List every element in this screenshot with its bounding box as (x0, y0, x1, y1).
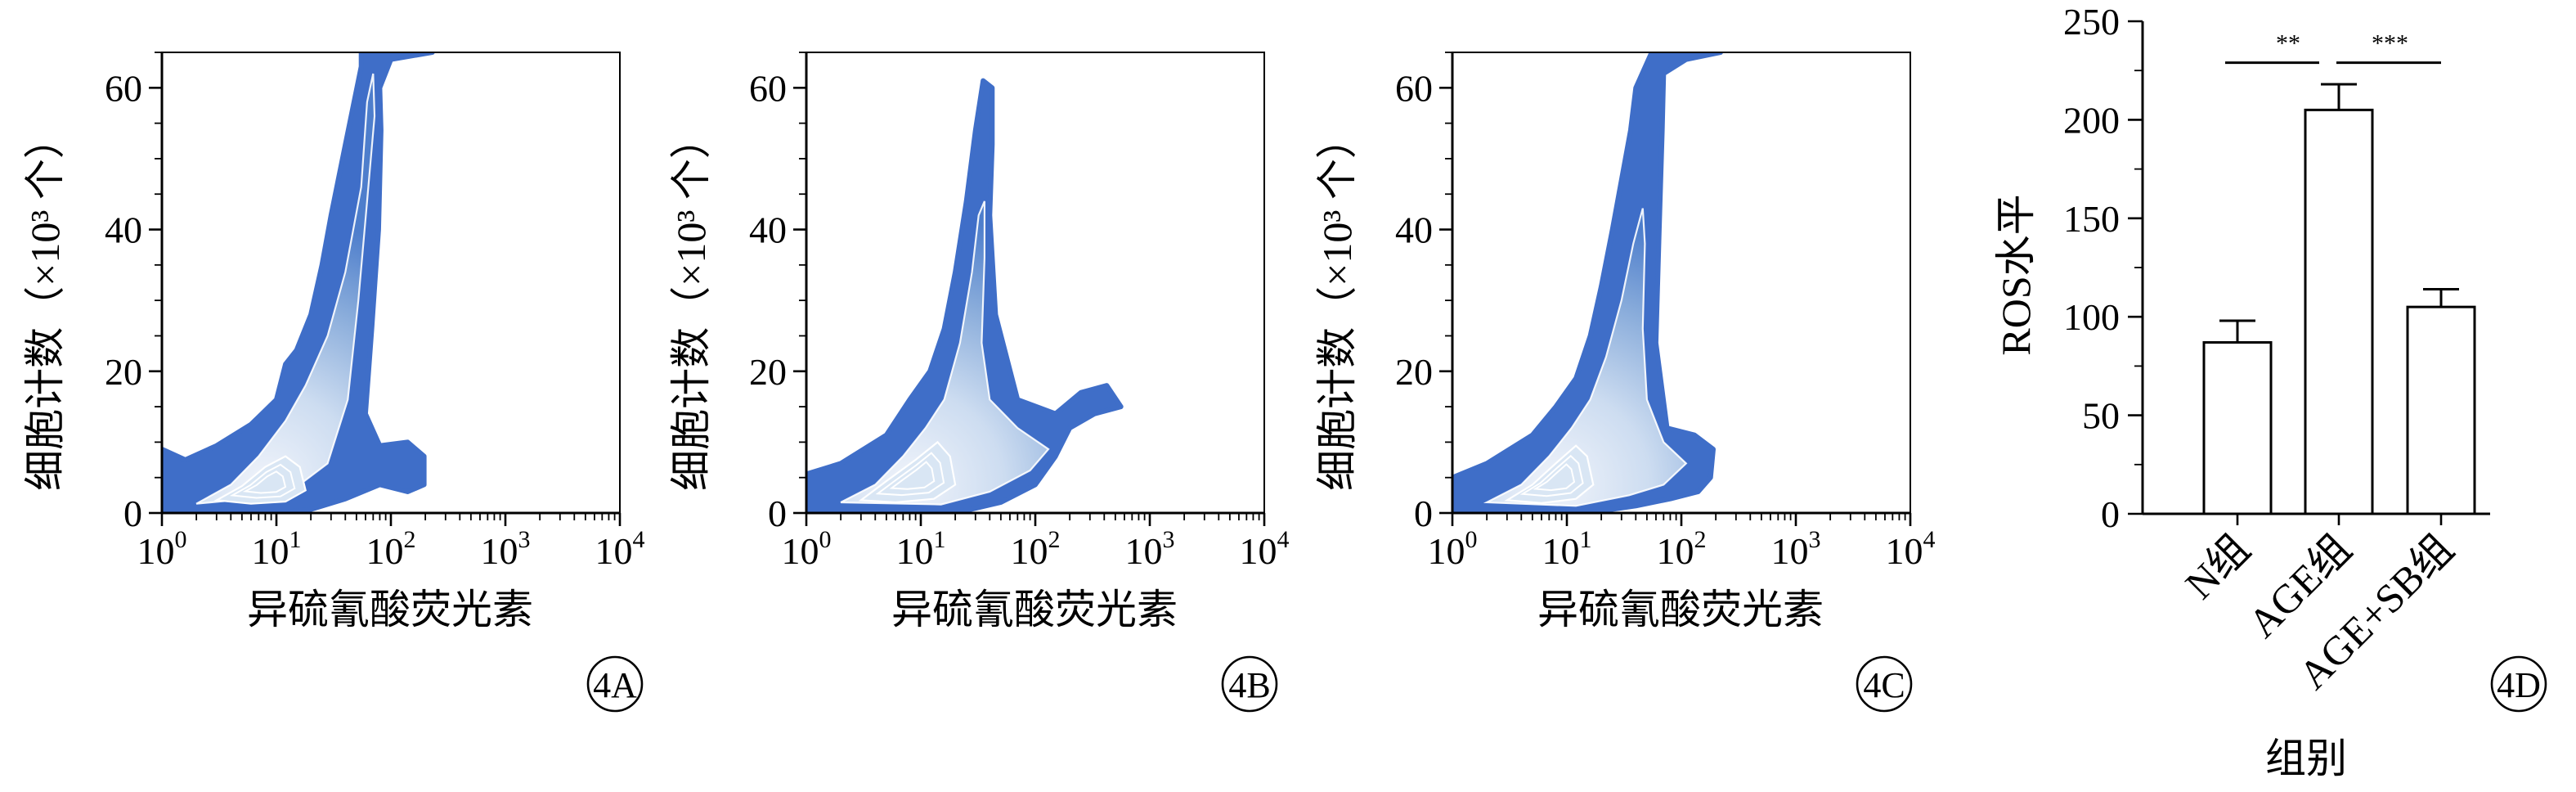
panel-badge: 4A (586, 655, 644, 713)
density-contour-ring (875, 452, 945, 497)
y-tick-label: 100 (2063, 296, 2120, 338)
density-outer-region (1452, 52, 1723, 513)
y-axis: 0 20 40 60 (105, 52, 164, 534)
y-axis-label: 细胞计数（×10³ 个） (22, 118, 68, 491)
badge-circle (1221, 655, 1278, 713)
density-contour-ring (1533, 463, 1576, 492)
density-plot (161, 52, 621, 514)
density-contour-ring (242, 470, 287, 494)
x-tick-label: 101 (896, 526, 946, 572)
x-tick-label: 103 (1125, 526, 1175, 572)
density-plot (806, 52, 1265, 514)
x-axis-label: 异硫氰酸荧光素 (1537, 587, 1824, 632)
badge-circle (586, 655, 644, 713)
panel-4c: 100 101 102 103 104 0 20 40 60 异硫氰酸荧光素 细胞计数（×10… (1314, 52, 1936, 713)
x-tick-label: 101 (252, 526, 302, 572)
panel-badge: 4D (2490, 655, 2547, 713)
density-contour (1483, 208, 1688, 507)
y-tick-label: 50 (2082, 395, 2120, 437)
y-tick-label: 0 (123, 493, 142, 534)
x-tick-label: 100 (137, 526, 187, 572)
panel-badge: 4C (1856, 655, 1913, 713)
badge-label: 4B (1228, 665, 1270, 705)
x-tick-label: 101 (1542, 526, 1592, 572)
x-tick-label: 102 (1011, 526, 1061, 572)
x-tick-label: 100 (1428, 526, 1478, 572)
y-axis: 0 20 40 60 (749, 52, 808, 534)
bar-plot: ** *** (2202, 30, 2476, 515)
significance-label: ** (2276, 30, 2300, 57)
y-tick-label: 0 (2101, 493, 2120, 535)
density-layers (1452, 52, 1723, 513)
bar-1 (2202, 341, 2273, 515)
density-layers (162, 52, 435, 513)
density-fill (196, 74, 375, 504)
x-axis-label: 异硫氰酸荧光素 (891, 587, 1178, 632)
x-tick-label: N组 (2176, 525, 2258, 607)
x-axis: 100 101 102 103 104 (137, 511, 645, 572)
density-outer-region (806, 78, 1124, 513)
x-tick-label: 104 (1886, 526, 1936, 572)
badge-circle (1856, 655, 1913, 713)
badge-label: 4A (593, 665, 637, 705)
y-axis: 0 20 40 60 (1395, 52, 1454, 534)
x-tick-label: 103 (481, 526, 531, 572)
badge-label: 4D (2497, 665, 2541, 705)
density-contour-ring (229, 463, 296, 499)
y-axis-label: ROS水平 (1993, 194, 2039, 355)
y-axis-label: 细胞计数（×10³ 个） (1314, 118, 1360, 491)
panel-4a: 100 101 102 103 104 0 20 40 60 异硫氰酸荧光素 细胞计数（×10… (22, 52, 645, 713)
badge-label: 4C (1863, 665, 1905, 705)
x-axis: 100 101 102 103 104 (782, 511, 1290, 572)
y-tick-label: 0 (768, 493, 787, 534)
y-tick-label: 40 (749, 209, 787, 251)
x-tick-label: 102 (366, 526, 416, 572)
x-tick-label: 104 (1240, 526, 1290, 572)
density-contour-ring (889, 461, 936, 490)
y-axis-label: 细胞计数（×10³ 个） (668, 118, 714, 491)
x-tick-label: 104 (595, 526, 645, 572)
x-axis-label: 异硫氰酸荧光素 (247, 587, 533, 632)
badge-circle (2490, 655, 2547, 713)
panel-badge: 4B (1221, 655, 1278, 713)
x-tick-label: 100 (782, 526, 832, 572)
x-axis: 100 101 102 103 104 (1428, 511, 1936, 572)
density-contour-ring (1519, 454, 1584, 497)
y-tick-label: 20 (1395, 351, 1433, 393)
bar-3 (2406, 305, 2476, 515)
significance-label: *** (2372, 30, 2408, 57)
y-tick-label: 40 (1395, 209, 1433, 251)
y-tick-label: 40 (105, 209, 142, 251)
x-axis-label: 组别 (2265, 736, 2347, 781)
y-tick-label: 150 (2063, 198, 2120, 240)
y-tick-label: 20 (105, 351, 142, 393)
y-tick-label: 20 (749, 351, 787, 393)
y-axis: 0 50 100 150 200 250 (2063, 1, 2144, 535)
density-fill (1487, 208, 1686, 506)
density-contour (840, 200, 1050, 506)
density-contour (195, 73, 376, 505)
y-tick-label: 200 (2063, 99, 2120, 141)
x-tick-label: 103 (1771, 526, 1821, 572)
y-tick-label: 0 (1414, 493, 1433, 534)
density-layers (806, 78, 1124, 513)
density-plot (1452, 52, 1911, 514)
panel-4b: 100 101 102 103 104 0 20 40 60 异硫氰酸荧光素 细胞计数（×10… (668, 52, 1290, 713)
density-core (858, 440, 957, 504)
density-fill (841, 200, 1048, 505)
y-tick-label: 250 (2063, 1, 2120, 43)
y-tick-label: 60 (105, 67, 142, 109)
y-tick-label: 60 (749, 67, 787, 109)
x-tick-label: 102 (1657, 526, 1707, 572)
bar-2 (2304, 108, 2374, 515)
y-tick-label: 60 (1395, 67, 1433, 109)
